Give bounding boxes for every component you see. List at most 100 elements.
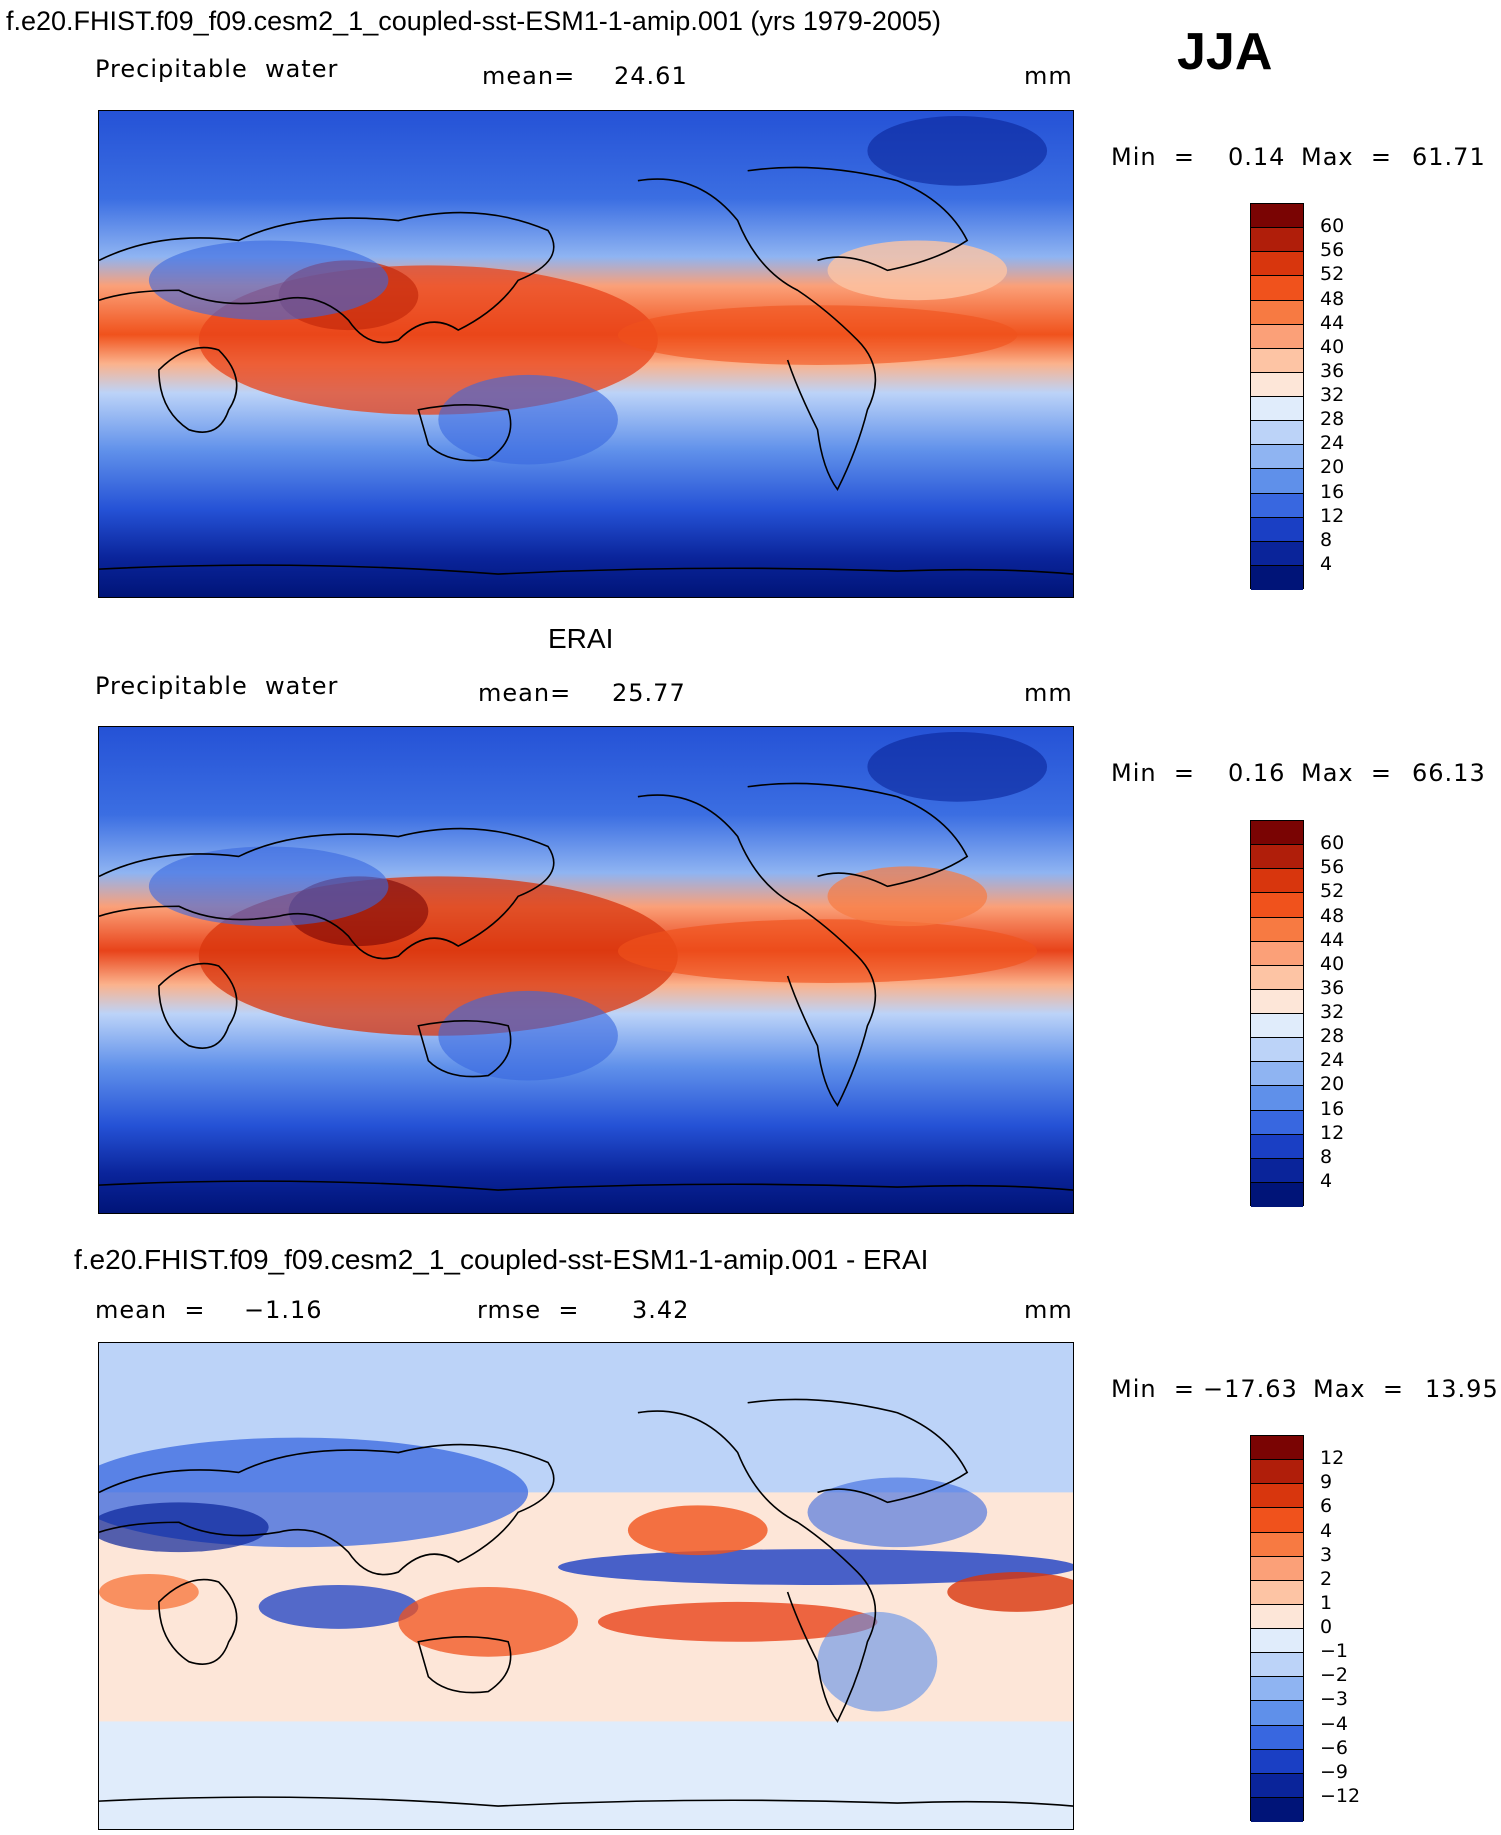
- panel2-colorbar: [1250, 820, 1304, 1207]
- panel2-mean-label: mean=: [478, 679, 572, 707]
- colorbar-tick-label: −2: [1320, 1664, 1349, 1687]
- colorbar-tick-label: 56: [1320, 239, 1345, 262]
- panel1-max-label: Max =: [1301, 143, 1392, 171]
- colorbar-swatch: [1251, 1532, 1303, 1557]
- colorbar-swatch: [1251, 493, 1303, 518]
- colorbar-swatch: [1251, 1797, 1303, 1822]
- colorbar-tick-label: 12: [1320, 1121, 1345, 1144]
- colorbar-swatch: [1251, 565, 1303, 590]
- colorbar-swatch: [1251, 845, 1303, 870]
- colorbar-tick-label: 48: [1320, 904, 1345, 927]
- colorbar-swatch: [1251, 1580, 1303, 1605]
- panel2-min-label: Min =: [1111, 759, 1195, 787]
- colorbar-tick-label: 32: [1320, 1001, 1345, 1023]
- colorbar-tick-label: 20: [1320, 456, 1345, 479]
- colorbar-swatch: [1251, 1604, 1303, 1629]
- colorbar-swatch: [1251, 252, 1303, 277]
- colorbar-swatch: [1251, 1484, 1303, 1509]
- colorbar-swatch: [1251, 1062, 1303, 1087]
- colorbar-tick-label: −12: [1320, 1784, 1361, 1807]
- colorbar-swatch: [1251, 324, 1303, 349]
- colorbar-swatch: [1251, 869, 1303, 894]
- colorbar-tick-label: 40: [1320, 952, 1345, 975]
- colorbar-tick-label: 60: [1320, 215, 1345, 238]
- colorbar-tick-label: 12: [1320, 1447, 1345, 1470]
- panel1-map: [98, 110, 1074, 598]
- colorbar-swatch: [1251, 372, 1303, 397]
- colorbar-swatch: [1251, 1086, 1303, 1111]
- colorbar-tick-label: 16: [1320, 480, 1345, 503]
- panel3-mean-value: −1.16: [244, 1296, 323, 1324]
- panel2-min-value: 0.16: [1228, 759, 1286, 787]
- colorbar-swatch: [1251, 1436, 1303, 1461]
- panel3-map-svg: [99, 1343, 1073, 1829]
- colorbar-swatch: [1251, 1182, 1303, 1207]
- panel1-mean-label: mean=: [482, 62, 576, 90]
- colorbar-tick-label: 52: [1320, 880, 1345, 903]
- colorbar-swatch: [1251, 421, 1303, 446]
- colorbar-swatch: [1251, 1460, 1303, 1485]
- colorbar-tick-label: −4: [1320, 1712, 1349, 1735]
- colorbar-swatch: [1251, 989, 1303, 1014]
- panel2-max-label: Max =: [1301, 759, 1392, 787]
- panel3-title: f.e20.FHIST.f09_f09.cesm2_1_coupled-sst-…: [74, 1244, 929, 1275]
- panel1-colorbar: [1250, 203, 1304, 590]
- colorbar-tick-label: 60: [1320, 832, 1345, 855]
- panel2-map: [98, 726, 1074, 1214]
- panel3-units: mm: [1024, 1296, 1073, 1324]
- colorbar-tick-label: 48: [1320, 287, 1345, 310]
- colorbar-swatch: [1251, 228, 1303, 253]
- colorbar-tick-label: 44: [1320, 311, 1345, 334]
- colorbar-swatch: [1251, 965, 1303, 990]
- colorbar-tick-label: 8: [1320, 1145, 1333, 1168]
- panel1-variable-label: Precipitable water: [95, 55, 339, 83]
- panel3-mean-label: mean =: [95, 1296, 206, 1324]
- colorbar-tick-label: 32: [1320, 384, 1345, 406]
- colorbar-tick-label: 52: [1320, 263, 1345, 286]
- colorbar-swatch: [1251, 1508, 1303, 1533]
- colorbar-swatch: [1251, 1677, 1303, 1702]
- colorbar-tick-label: 44: [1320, 928, 1345, 951]
- colorbar-tick-label: 4: [1320, 1169, 1333, 1192]
- colorbar-tick-label: −1: [1320, 1640, 1349, 1663]
- panel3-min-value: −17.63: [1203, 1375, 1298, 1403]
- colorbar-swatch: [1251, 1749, 1303, 1774]
- colorbar-tick-label: 4: [1320, 1519, 1333, 1542]
- colorbar-swatch: [1251, 1110, 1303, 1135]
- panel1-min-value: 0.14: [1228, 143, 1286, 171]
- case-title: f.e20.FHIST.f09_f09.cesm2_1_coupled-sst-…: [6, 6, 941, 36]
- colorbar-swatch: [1251, 1014, 1303, 1039]
- colorbar-swatch: [1251, 1629, 1303, 1654]
- colorbar-tick-label: 28: [1320, 408, 1345, 431]
- colorbar-swatch: [1251, 300, 1303, 325]
- colorbar-swatch: [1251, 917, 1303, 942]
- colorbar-swatch: [1251, 1701, 1303, 1726]
- panel1-max-value: 61.71: [1412, 143, 1486, 171]
- panel3-colorbar: [1250, 1435, 1304, 1822]
- colorbar-tick-label: 4: [1320, 552, 1333, 575]
- panel3-rmse-label: rmse =: [477, 1296, 580, 1324]
- panel2-units: mm: [1024, 679, 1073, 707]
- colorbar-swatch: [1251, 517, 1303, 542]
- colorbar-tick-label: 12: [1320, 504, 1345, 527]
- panel2-max-value: 66.13: [1412, 759, 1486, 787]
- colorbar-tick-label: 36: [1320, 976, 1345, 999]
- colorbar-tick-label: 24: [1320, 1049, 1345, 1072]
- colorbar-tick-label: 36: [1320, 359, 1345, 382]
- colorbar-tick-label: 56: [1320, 856, 1345, 879]
- colorbar-tick-label: −6: [1320, 1736, 1349, 1759]
- colorbar-tick-label: −9: [1320, 1760, 1349, 1783]
- colorbar-swatch: [1251, 348, 1303, 373]
- panel2-mean-value: 25.77: [612, 679, 686, 707]
- colorbar-tick-label: 2: [1320, 1567, 1333, 1590]
- colorbar-swatch: [1251, 1158, 1303, 1183]
- colorbar-tick-label: 3: [1320, 1543, 1333, 1566]
- panel1-map-svg: [99, 111, 1073, 597]
- panel3-max-value: 13.95: [1425, 1375, 1499, 1403]
- colorbar-swatch: [1251, 1038, 1303, 1063]
- panel3-max-label: Max =: [1313, 1375, 1404, 1403]
- colorbar-swatch: [1251, 893, 1303, 918]
- colorbar-swatch: [1251, 276, 1303, 301]
- colorbar-tick-label: 8: [1320, 528, 1333, 551]
- colorbar-swatch: [1251, 1556, 1303, 1581]
